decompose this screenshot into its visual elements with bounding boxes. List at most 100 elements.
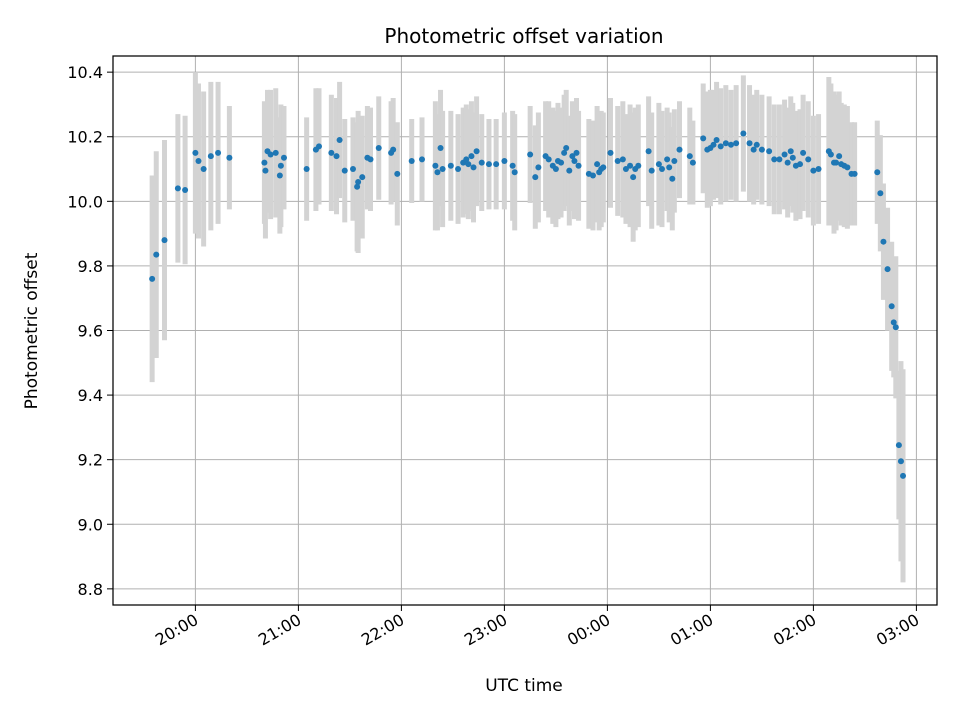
data-point [575,162,582,169]
data-point [545,156,552,163]
data-point [664,156,671,163]
data-point [594,161,601,168]
data-point [511,169,518,176]
data-point [569,153,576,160]
data-point [758,146,765,153]
data-point [895,442,902,449]
x-tick-label: 23:00 [461,610,510,650]
data-point [571,157,578,164]
data-point [149,275,156,282]
data-point [700,135,707,142]
x-tick-label: 02:00 [770,610,819,650]
data-point [614,157,621,164]
y-tick-label: 9.4 [78,386,103,405]
data-point [316,143,322,150]
data-point [781,151,788,158]
data-point [645,148,652,155]
data-point [600,164,607,171]
x-tick-label: 21:00 [255,610,304,650]
y-tick-label: 9.0 [78,515,103,534]
data-point [267,151,274,158]
data-point [888,303,895,310]
data-point [465,161,472,168]
data-point [655,161,662,168]
data-point [367,156,374,163]
data-point [328,149,335,156]
data-point [439,166,446,173]
data-point [710,141,717,148]
data-point [485,161,492,168]
data-point [750,146,757,153]
data-point [815,166,822,173]
data-point [884,266,891,273]
data-point [303,166,310,173]
data-point [349,166,356,173]
x-axis-label: UTC time [485,676,563,696]
data-point [630,174,637,181]
data-point [473,148,480,155]
data-point [408,157,415,164]
data-point [468,153,475,160]
y-tick-label: 8.8 [78,580,103,599]
data-point [437,145,444,152]
data-point [573,149,580,156]
data-point [627,162,634,169]
data-point [713,136,720,143]
data-point [789,154,796,161]
data-point [192,149,199,156]
data-point [434,169,441,176]
data-point [215,149,222,156]
data-point [827,151,834,158]
data-point [728,141,734,148]
data-point [589,172,596,179]
data-point [784,159,791,166]
data-point [174,185,181,192]
data-point [277,162,284,169]
data-point [676,146,683,153]
data-point [262,167,269,174]
data-point [877,190,884,197]
data-point [563,145,570,152]
data-point [805,156,812,163]
x-tick-label: 00:00 [564,610,613,650]
data-point [607,149,614,156]
data-point [689,159,696,166]
data-point [161,237,168,244]
data-point [261,159,268,166]
data-points [149,130,907,479]
data-point [527,151,534,158]
data-point [880,238,887,245]
data-point [787,148,794,155]
y-tick-label: 9.2 [78,451,103,470]
data-point [740,130,747,137]
data-point [810,167,817,174]
data-point [669,175,676,182]
data-point [776,156,783,163]
data-point [478,159,485,166]
data-point [836,153,843,160]
data-point [897,458,904,465]
y-axis-label: Photometric offset [22,252,42,409]
data-point [686,153,693,160]
x-tick-label: 03:00 [873,610,922,650]
data-point [182,187,189,194]
data-point [900,472,907,479]
data-point [207,153,214,160]
y-tick-label: 9.8 [78,257,103,276]
data-point [892,324,899,331]
x-tick-label: 22:00 [358,610,407,650]
data-point [532,174,539,181]
data-point [746,140,753,147]
data-point [333,153,340,160]
data-point [470,164,477,171]
data-point [753,141,760,148]
data-point [766,148,773,155]
data-point [501,157,508,164]
data-point [280,154,287,161]
data-point [200,166,207,173]
data-point [666,164,673,171]
data-point [851,170,858,177]
data-point [341,167,348,174]
data-point [355,178,362,185]
